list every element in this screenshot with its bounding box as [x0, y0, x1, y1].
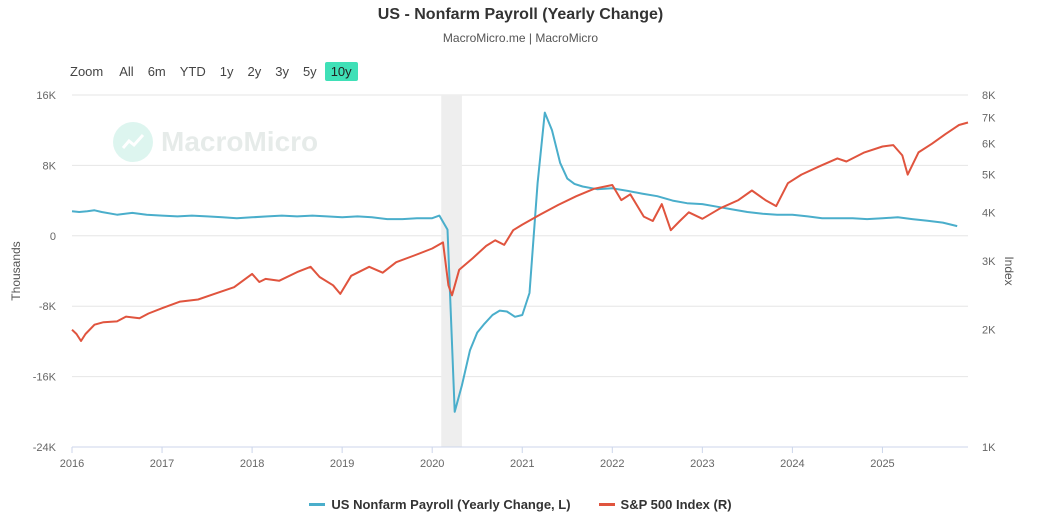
y-left-tick-label: -24K — [33, 442, 57, 454]
zoom-label: Zoom — [70, 63, 104, 79]
legend-item-payroll[interactable]: US Nonfarm Payroll (Yearly Change, L) — [309, 497, 571, 512]
chart-canvas: 16K 8K 0 -8K -16K -24K 8K 7K 6K 5K 4K 3K 2K 1K Thousan… — [9, 90, 1016, 470]
x-tick-label: 2019 — [330, 458, 354, 470]
legend-label-sp500: S&P 500 Index (R) — [620, 497, 732, 512]
x-tick-label: 2021 — [510, 458, 534, 470]
zoom-6m-button[interactable]: 6m — [147, 63, 166, 79]
legend-label-payroll: US Nonfarm Payroll (Yearly Change, L) — [331, 497, 571, 512]
x-tick-label: 2023 — [690, 458, 714, 470]
series-line-sp500 — [71, 121, 969, 342]
y-right-tick-label: 4K — [982, 207, 996, 219]
y-right-tick-label: 2K — [982, 325, 996, 337]
watermark: MacroMicro — [113, 122, 318, 162]
y-right-tick-label: 7K — [982, 113, 996, 125]
x-tick-label: 2018 — [240, 458, 264, 470]
legend-item-sp500[interactable]: S&P 500 Index (R) — [598, 497, 732, 512]
axes — [71, 446, 968, 453]
legend-swatch-payroll — [309, 503, 326, 506]
y-left-tick-label: 8K — [43, 160, 57, 172]
y-left-tick-label: 0 — [50, 231, 56, 243]
tick-labels: 16K 8K 0 -8K -16K -24K 8K 7K 6K 5K 4K 3K 2K 1K Thousan… — [9, 90, 1016, 470]
legend-swatch-sp500 — [598, 503, 615, 506]
y-right-tick-label: 6K — [982, 139, 996, 151]
shaded-region — [441, 95, 462, 447]
zoom-10y-button[interactable]: 10y — [324, 61, 358, 81]
watermark-logo-icon — [113, 122, 153, 162]
y-left-tick-label: -8K — [39, 301, 57, 313]
x-tick-label: 2025 — [870, 458, 894, 470]
series-lines — [71, 111, 969, 413]
zoom-bar: Zoom All 6m YTD 1y 2y 3y 5y 10y — [70, 60, 360, 82]
x-tick-label: 2024 — [780, 458, 804, 470]
y-right-tick-label: 5K — [982, 170, 996, 182]
x-tick-label: 2022 — [600, 458, 624, 470]
x-tick-label: 2020 — [420, 458, 444, 470]
legend: US Nonfarm Payroll (Yearly Change, L) S&… — [0, 497, 1041, 512]
grid-lines — [72, 94, 968, 448]
y-right-axis-label: Index — [1002, 256, 1016, 285]
zoom-all-button[interactable]: All — [119, 63, 134, 79]
zoom-1y-button[interactable]: 1y — [219, 63, 234, 79]
x-tick-label: 2017 — [150, 458, 174, 470]
series-line-payroll — [71, 111, 958, 413]
watermark-text: MacroMicro — [161, 126, 319, 157]
chart-title: US - Nonfarm Payroll (Yearly Change) — [377, 6, 664, 23]
y-right-tick-label: 8K — [982, 90, 996, 102]
chart-subtitle: MacroMicro.me | MacroMicro — [442, 31, 599, 45]
y-right-tick-label: 1K — [982, 442, 996, 454]
y-left-axis-label: Thousands — [9, 241, 23, 300]
zoom-5y-button[interactable]: 5y — [302, 63, 317, 79]
y-left-tick-label: -16K — [33, 372, 57, 384]
recession-shading — [441, 95, 462, 447]
x-tick-label: 2016 — [60, 458, 84, 470]
y-right-tick-label: 3K — [982, 256, 996, 268]
zoom-ytd-button[interactable]: YTD — [179, 63, 206, 79]
zoom-2y-button[interactable]: 2y — [247, 63, 262, 79]
y-left-tick-label: 16K — [36, 90, 56, 102]
zoom-3y-button[interactable]: 3y — [275, 63, 289, 79]
